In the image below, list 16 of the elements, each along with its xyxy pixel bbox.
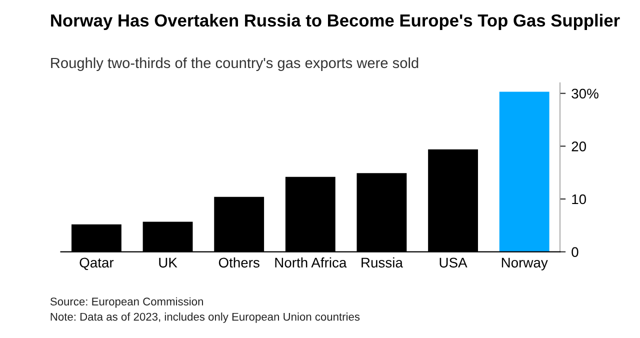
chart-subtitle: Roughly two-thirds of the country's gas exports were sold: [51, 57, 418, 72]
x-tick-label: Norway: [502, 258, 548, 270]
y-tick-label: 10: [572, 194, 586, 204]
x-tick-label: UK: [159, 258, 178, 268]
source-note: Source: European Commission: [50, 297, 203, 308]
y-tick-label: 0: [572, 247, 578, 257]
bar: [499, 92, 550, 252]
chart-title: Norway Has Overtaken Russia to Become Europe's Top Gas Supplier: [51, 14, 620, 30]
x-tick-label: USA: [440, 258, 468, 268]
y-tick-label: 20: [572, 142, 586, 152]
x-tick-label: Others: [218, 257, 260, 268]
y-tick-label: 30%: [572, 88, 598, 99]
text: Note: Data as of 2023, includes only European Union countries: [50, 312, 360, 323]
x-tick-label: Qatar: [80, 258, 114, 270]
x-tick-label: North Africa: [275, 257, 347, 268]
x-tick-label: Russia: [362, 257, 403, 268]
